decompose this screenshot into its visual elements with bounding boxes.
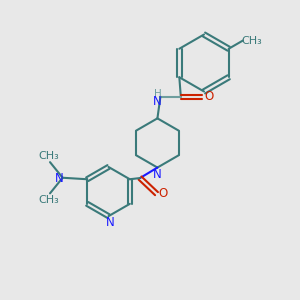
Text: CH₃: CH₃ xyxy=(241,35,262,46)
Text: O: O xyxy=(204,90,214,103)
Text: CH₃: CH₃ xyxy=(38,151,59,160)
Text: N: N xyxy=(153,95,162,108)
Text: N: N xyxy=(153,168,162,181)
Text: CH₃: CH₃ xyxy=(38,195,59,205)
Text: N: N xyxy=(106,216,114,229)
Text: H: H xyxy=(154,89,161,99)
Text: N: N xyxy=(55,172,63,185)
Text: O: O xyxy=(158,187,168,200)
